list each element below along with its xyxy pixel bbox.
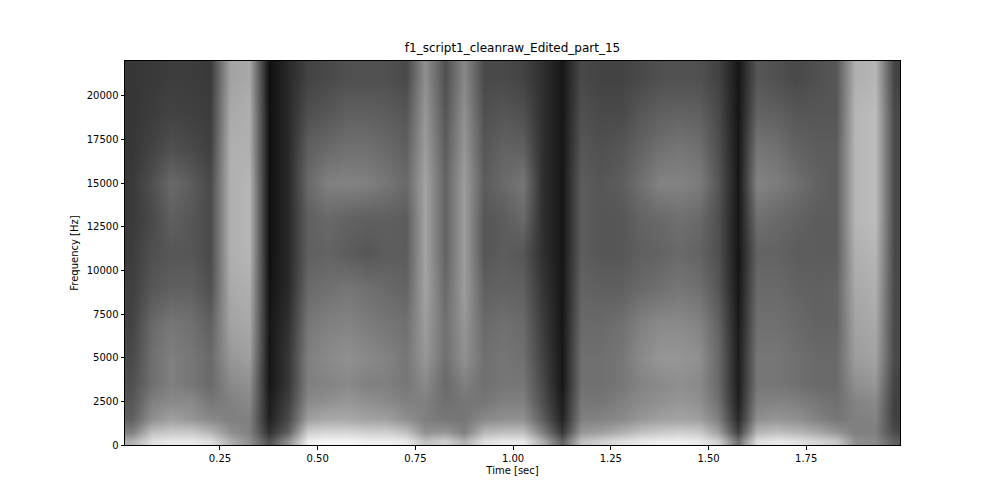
svg-text:0.75: 0.75 bbox=[404, 453, 426, 464]
svg-text:Time [sec]: Time [sec] bbox=[485, 465, 538, 476]
svg-text:7500: 7500 bbox=[93, 309, 118, 320]
svg-text:5000: 5000 bbox=[93, 352, 118, 363]
svg-text:0.25: 0.25 bbox=[209, 453, 231, 464]
svg-text:f1_script1_cleanraw_Edited_par: f1_script1_cleanraw_Edited_part_15 bbox=[405, 41, 620, 55]
svg-text:10000: 10000 bbox=[87, 265, 119, 276]
svg-text:0.50: 0.50 bbox=[307, 453, 329, 464]
svg-text:17500: 17500 bbox=[87, 134, 119, 145]
svg-text:1.25: 1.25 bbox=[600, 453, 622, 464]
svg-text:20000: 20000 bbox=[87, 90, 119, 101]
svg-text:2500: 2500 bbox=[93, 396, 118, 407]
svg-text:12500: 12500 bbox=[87, 221, 119, 232]
svg-text:1.75: 1.75 bbox=[795, 453, 817, 464]
svg-text:Frequency [Hz]: Frequency [Hz] bbox=[69, 215, 80, 291]
svg-text:0: 0 bbox=[112, 440, 118, 451]
svg-text:1.00: 1.00 bbox=[502, 453, 524, 464]
svg-text:1.50: 1.50 bbox=[697, 453, 719, 464]
svg-text:15000: 15000 bbox=[87, 178, 119, 189]
